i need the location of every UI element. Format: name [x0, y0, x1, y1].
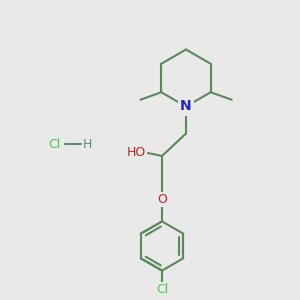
- Text: O: O: [157, 193, 167, 206]
- Text: Cl: Cl: [48, 137, 60, 151]
- Text: HO: HO: [127, 146, 146, 160]
- Text: Cl: Cl: [156, 283, 168, 296]
- Text: H: H: [82, 137, 92, 151]
- Text: N: N: [180, 100, 192, 113]
